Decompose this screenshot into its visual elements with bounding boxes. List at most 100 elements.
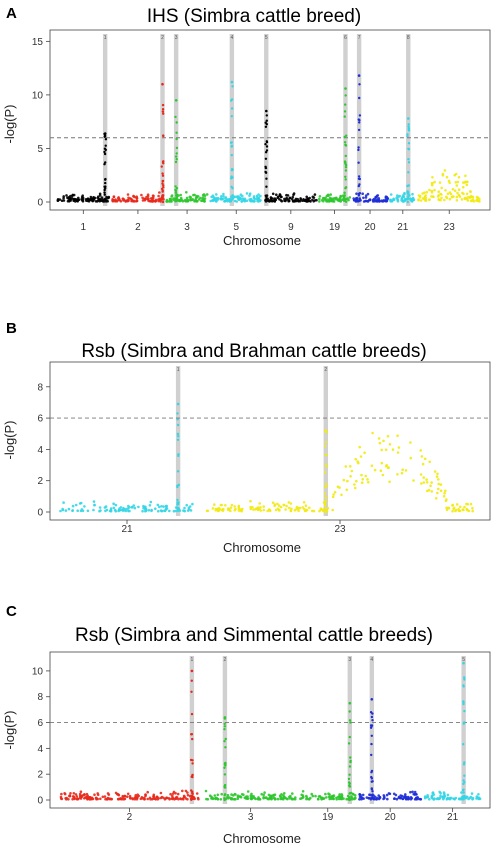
data-point bbox=[451, 188, 455, 191]
data-point bbox=[331, 508, 335, 512]
data-point bbox=[212, 199, 215, 202]
data-point bbox=[362, 196, 365, 200]
data-point bbox=[307, 797, 310, 801]
data-point bbox=[216, 196, 220, 200]
data-point bbox=[391, 448, 395, 451]
peak-point bbox=[230, 185, 233, 188]
x-tick-label: 2 bbox=[127, 812, 133, 823]
data-point bbox=[64, 797, 67, 800]
data-point bbox=[216, 509, 220, 513]
panel-b: B Rsb (Simbra and Brahman cattle breeds)… bbox=[2, 320, 491, 555]
x-axis-label-a: Chromosome bbox=[223, 233, 301, 248]
peak-point bbox=[349, 791, 352, 795]
data-point bbox=[114, 791, 118, 795]
peak-highlight bbox=[189, 656, 195, 804]
peak-point bbox=[175, 187, 179, 190]
data-point bbox=[76, 509, 79, 512]
data-point bbox=[430, 490, 434, 493]
data-point bbox=[277, 504, 281, 507]
peak-number-label: 2 bbox=[324, 367, 327, 373]
peak-point bbox=[348, 784, 351, 787]
peak-number-label: 2 bbox=[161, 35, 164, 41]
data-point bbox=[162, 505, 165, 508]
data-point bbox=[210, 195, 213, 199]
data-point bbox=[243, 197, 247, 201]
peak-point bbox=[406, 200, 409, 204]
peak-point bbox=[357, 118, 360, 121]
data-point bbox=[452, 195, 455, 198]
data-point bbox=[117, 798, 120, 801]
peak-point bbox=[160, 196, 163, 199]
peak-highlight bbox=[347, 656, 352, 804]
data-point bbox=[318, 197, 321, 201]
data-point bbox=[299, 797, 302, 800]
data-point bbox=[222, 192, 225, 196]
data-point bbox=[99, 797, 102, 801]
peak-number-label: 1 bbox=[190, 657, 193, 663]
data-point bbox=[274, 797, 277, 801]
peak-top-point bbox=[190, 669, 194, 673]
peak-point bbox=[264, 143, 267, 146]
data-point bbox=[475, 198, 479, 202]
peak-point bbox=[175, 152, 178, 155]
data-point bbox=[172, 509, 176, 513]
data-point bbox=[117, 793, 120, 796]
data-point bbox=[388, 443, 392, 446]
data-point bbox=[325, 796, 328, 799]
peak-number-label: 4 bbox=[230, 35, 233, 41]
peak-point bbox=[176, 470, 180, 473]
data-point bbox=[404, 469, 408, 472]
data-point bbox=[86, 509, 90, 513]
peak-point bbox=[324, 463, 328, 466]
data-point bbox=[446, 192, 450, 196]
data-point bbox=[276, 502, 279, 506]
data-point bbox=[127, 199, 130, 202]
data-point bbox=[148, 504, 152, 507]
data-point bbox=[366, 192, 370, 196]
peak-point bbox=[371, 719, 374, 722]
x-axis-label-c: Chromosome bbox=[223, 831, 301, 846]
data-point bbox=[185, 196, 189, 200]
data-point bbox=[195, 792, 199, 795]
data-point bbox=[159, 200, 162, 203]
data-point bbox=[142, 506, 145, 510]
data-point bbox=[123, 797, 127, 801]
data-point bbox=[170, 200, 173, 203]
data-point bbox=[353, 794, 357, 797]
data-point bbox=[95, 797, 99, 801]
peak-highlight bbox=[369, 656, 375, 804]
data-point bbox=[404, 793, 407, 796]
peak-point bbox=[462, 700, 465, 703]
data-point bbox=[220, 195, 223, 198]
data-point bbox=[320, 798, 323, 801]
data-point bbox=[188, 505, 192, 508]
peak-point bbox=[191, 737, 194, 741]
data-point bbox=[458, 505, 462, 509]
data-point bbox=[122, 197, 125, 201]
data-point bbox=[377, 437, 381, 440]
data-point bbox=[380, 448, 384, 452]
data-point bbox=[237, 509, 241, 512]
data-point bbox=[388, 480, 391, 484]
data-point bbox=[262, 508, 266, 512]
data-point bbox=[421, 462, 425, 466]
y-axis-label-b: -log(P) bbox=[2, 420, 17, 459]
panel-label-a: A bbox=[6, 5, 17, 22]
peak-top-point bbox=[174, 99, 178, 102]
peak-point bbox=[264, 165, 267, 168]
data-point bbox=[310, 792, 314, 796]
data-point bbox=[65, 194, 68, 197]
data-point bbox=[228, 197, 231, 201]
peak-top-point bbox=[344, 87, 347, 90]
data-point bbox=[389, 198, 392, 202]
data-point bbox=[436, 491, 439, 495]
data-point bbox=[216, 793, 220, 797]
data-point bbox=[83, 797, 86, 800]
data-point bbox=[106, 200, 109, 203]
data-point bbox=[283, 792, 286, 795]
peak-point bbox=[223, 766, 226, 769]
data-point bbox=[312, 200, 316, 203]
data-point bbox=[396, 451, 400, 454]
data-point bbox=[155, 795, 159, 799]
